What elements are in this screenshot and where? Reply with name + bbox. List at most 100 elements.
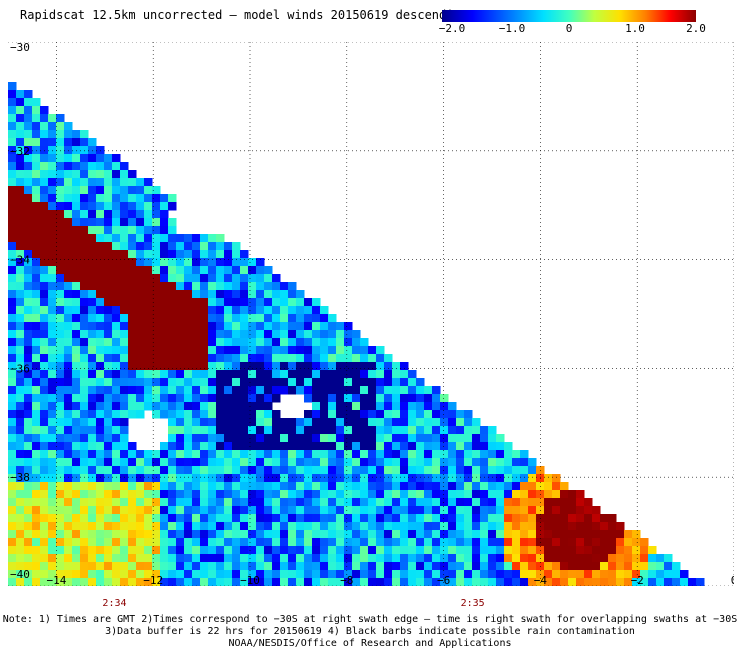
swath-cell (200, 330, 209, 339)
swath-cell (152, 250, 161, 259)
swath-cell (120, 282, 129, 291)
swath-cell (200, 458, 209, 467)
swath-cell (448, 570, 457, 579)
swath-cell (544, 570, 553, 579)
swath-cell (16, 554, 25, 563)
swath-cell (216, 362, 225, 371)
swath-cell (464, 434, 473, 443)
swath-cell (8, 570, 17, 579)
swath-cell (48, 322, 57, 331)
swath-cell (584, 562, 593, 571)
swath-cell (312, 370, 321, 379)
swath-cell (64, 506, 73, 515)
swath-cell (504, 442, 513, 451)
swath-cell (80, 218, 89, 227)
swath-cell (56, 410, 65, 419)
swath-cell (88, 170, 97, 179)
swath-cell (32, 274, 41, 283)
swath-cell (336, 322, 345, 331)
swath-cell (72, 146, 81, 155)
swath-cell (336, 410, 345, 419)
swath-cell (104, 330, 113, 339)
swath-cell (168, 362, 177, 371)
swath-cell (408, 530, 417, 539)
swath-cell (120, 554, 129, 563)
swath-cell (112, 322, 121, 331)
swath-cell (112, 442, 121, 451)
swath-cell (168, 242, 177, 251)
swath-cell (24, 522, 33, 531)
swath-cell (144, 530, 153, 539)
swath-cell (176, 354, 185, 363)
swath-cell (256, 458, 265, 467)
swath-cell (320, 402, 329, 411)
swath-cell (88, 450, 97, 459)
swath-cell (240, 298, 249, 307)
footer-note-1: Note: 1) Times are GMT 2)Times correspon… (2, 614, 738, 625)
swath-cell (608, 522, 617, 531)
swath-cell (272, 378, 281, 387)
swath-cell (248, 434, 257, 443)
swath-cell (120, 250, 129, 259)
swath-cell (176, 514, 185, 523)
swath-cell (168, 218, 177, 227)
swath-cell (416, 546, 425, 555)
swath-cell (368, 474, 377, 483)
swath-cell (440, 554, 449, 563)
swath-cell (80, 354, 89, 363)
swath-cell (56, 322, 65, 331)
swath-cell (336, 442, 345, 451)
swath-cell (120, 242, 129, 251)
swath-cell (96, 570, 105, 579)
swath-cell (104, 162, 113, 171)
swath-cell (232, 354, 241, 363)
swath-cell (72, 466, 81, 475)
swath-cell (488, 530, 497, 539)
swath-cell (456, 418, 465, 427)
swath-cell (72, 426, 81, 435)
swath-cell (384, 370, 393, 379)
swath-cell (136, 530, 145, 539)
swath-cell (512, 522, 521, 531)
swath-cell (272, 426, 281, 435)
swath-cell (432, 498, 441, 507)
swath-cell (544, 482, 553, 491)
swath-cell (184, 458, 193, 467)
swath-cell (128, 210, 137, 219)
swath-cell (360, 386, 369, 395)
swath-cell (112, 458, 121, 467)
swath-cell (8, 98, 17, 107)
swath-cell (40, 130, 49, 139)
swath-cell (192, 306, 201, 315)
swath-cell (32, 138, 41, 147)
swath-cell (80, 170, 89, 179)
swath-cell (136, 450, 145, 459)
swath-cell (296, 570, 305, 579)
swath-cell (424, 530, 433, 539)
swath-cell (304, 410, 313, 419)
swath-cell (576, 522, 585, 531)
swath-cell (400, 362, 409, 371)
swath-cell (320, 442, 329, 451)
swath-cell (136, 474, 145, 483)
swath-cell (336, 554, 345, 563)
swath-cell (120, 570, 129, 579)
swath-cell (136, 282, 145, 291)
swath-cell (352, 330, 361, 339)
swath-cell (192, 530, 201, 539)
swath-cell (88, 426, 97, 435)
swath-cell (88, 354, 97, 363)
swath-cell (8, 330, 17, 339)
swath-cell (88, 378, 97, 387)
swath-cell (408, 458, 417, 467)
swath-cell (616, 530, 625, 539)
swath-cell (104, 354, 113, 363)
swath-cell (344, 546, 353, 555)
longitude-tick-label: −10 (240, 574, 260, 586)
swath-cell (56, 202, 65, 211)
swath-cell (184, 250, 193, 259)
swath-cell (592, 514, 601, 523)
swath-cell (232, 450, 241, 459)
swath-cell (408, 498, 417, 507)
swath-cell (120, 458, 129, 467)
